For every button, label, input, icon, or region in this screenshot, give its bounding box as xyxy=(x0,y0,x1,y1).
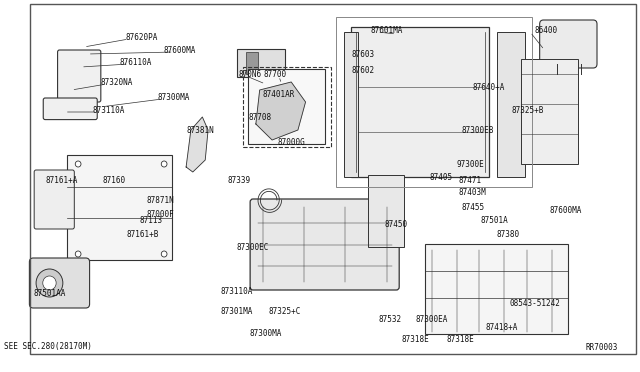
Text: 87403M: 87403M xyxy=(459,187,486,196)
Circle shape xyxy=(36,269,63,297)
Bar xyxy=(246,52,258,74)
Text: 873110A: 873110A xyxy=(221,288,253,296)
Text: 87325+C: 87325+C xyxy=(268,308,301,317)
FancyBboxPatch shape xyxy=(58,50,101,102)
Text: 87160: 87160 xyxy=(103,176,126,185)
Text: 87405: 87405 xyxy=(429,173,453,182)
Circle shape xyxy=(161,161,167,167)
Text: 87161+A: 87161+A xyxy=(45,176,78,185)
Text: 87318E: 87318E xyxy=(401,336,429,344)
FancyBboxPatch shape xyxy=(250,199,399,290)
Text: 87640+A: 87640+A xyxy=(473,83,505,92)
Bar xyxy=(336,17,532,187)
Bar xyxy=(497,32,525,177)
Bar xyxy=(243,67,332,147)
Text: 87320NA: 87320NA xyxy=(100,77,132,87)
Text: 87471: 87471 xyxy=(458,176,481,185)
Text: 87339: 87339 xyxy=(227,176,250,185)
Circle shape xyxy=(161,251,167,257)
Polygon shape xyxy=(186,117,208,172)
Text: 87603: 87603 xyxy=(351,49,374,58)
Text: 87300EB: 87300EB xyxy=(461,125,493,135)
Text: 87318E: 87318E xyxy=(447,336,474,344)
Text: 87708: 87708 xyxy=(248,112,271,122)
Text: 87301MA: 87301MA xyxy=(221,308,253,317)
Text: RR70003: RR70003 xyxy=(586,343,618,352)
FancyBboxPatch shape xyxy=(34,170,74,229)
Text: 87300EA: 87300EA xyxy=(415,315,448,324)
Circle shape xyxy=(76,251,81,257)
Text: 87113: 87113 xyxy=(139,215,163,224)
Circle shape xyxy=(76,161,81,167)
Text: 87000F: 87000F xyxy=(147,209,174,218)
FancyBboxPatch shape xyxy=(44,98,97,120)
Bar xyxy=(425,244,568,334)
Text: 86400: 86400 xyxy=(535,26,558,35)
Text: 87380: 87380 xyxy=(497,230,520,238)
Text: 87418+A: 87418+A xyxy=(485,323,518,331)
Text: 87600MA: 87600MA xyxy=(549,205,582,215)
Polygon shape xyxy=(256,82,305,140)
Text: SEE SEC.280(28170M): SEE SEC.280(28170M) xyxy=(4,343,92,352)
Text: 876110A: 876110A xyxy=(119,58,152,67)
Bar xyxy=(344,32,358,177)
Text: 87000G: 87000G xyxy=(277,138,305,147)
Circle shape xyxy=(43,276,56,290)
Text: 87601MA: 87601MA xyxy=(371,26,403,35)
Bar xyxy=(367,175,404,247)
Text: 87532: 87532 xyxy=(378,315,401,324)
Text: 87700: 87700 xyxy=(264,70,287,78)
Text: 870N6: 870N6 xyxy=(239,70,262,78)
Text: 87620PA: 87620PA xyxy=(125,32,157,42)
Text: 87161+B: 87161+B xyxy=(127,230,159,238)
Text: 97300E: 97300E xyxy=(456,160,484,169)
Text: 87501A: 87501A xyxy=(481,215,509,224)
Bar xyxy=(67,155,172,260)
Text: 87381N: 87381N xyxy=(187,125,214,135)
Text: 87300MA: 87300MA xyxy=(157,93,190,102)
Bar xyxy=(520,59,578,164)
Text: 87600MA: 87600MA xyxy=(163,45,196,55)
Text: 87871N: 87871N xyxy=(147,196,174,205)
Text: 87602: 87602 xyxy=(351,65,374,74)
Bar xyxy=(351,27,490,177)
Text: 87300EC: 87300EC xyxy=(237,243,269,251)
Text: 873110A: 873110A xyxy=(93,106,125,115)
Text: 87300MA: 87300MA xyxy=(249,330,282,339)
FancyBboxPatch shape xyxy=(540,20,597,68)
Text: 87450: 87450 xyxy=(385,219,408,228)
Bar xyxy=(237,49,285,77)
Text: 87501AA: 87501AA xyxy=(33,289,66,298)
Text: 08543-51242: 08543-51242 xyxy=(509,299,561,308)
Text: 87455: 87455 xyxy=(461,202,484,212)
Text: 87401AR: 87401AR xyxy=(262,90,295,99)
FancyBboxPatch shape xyxy=(29,258,90,308)
Bar xyxy=(248,69,324,144)
Text: 87325+B: 87325+B xyxy=(511,106,543,115)
